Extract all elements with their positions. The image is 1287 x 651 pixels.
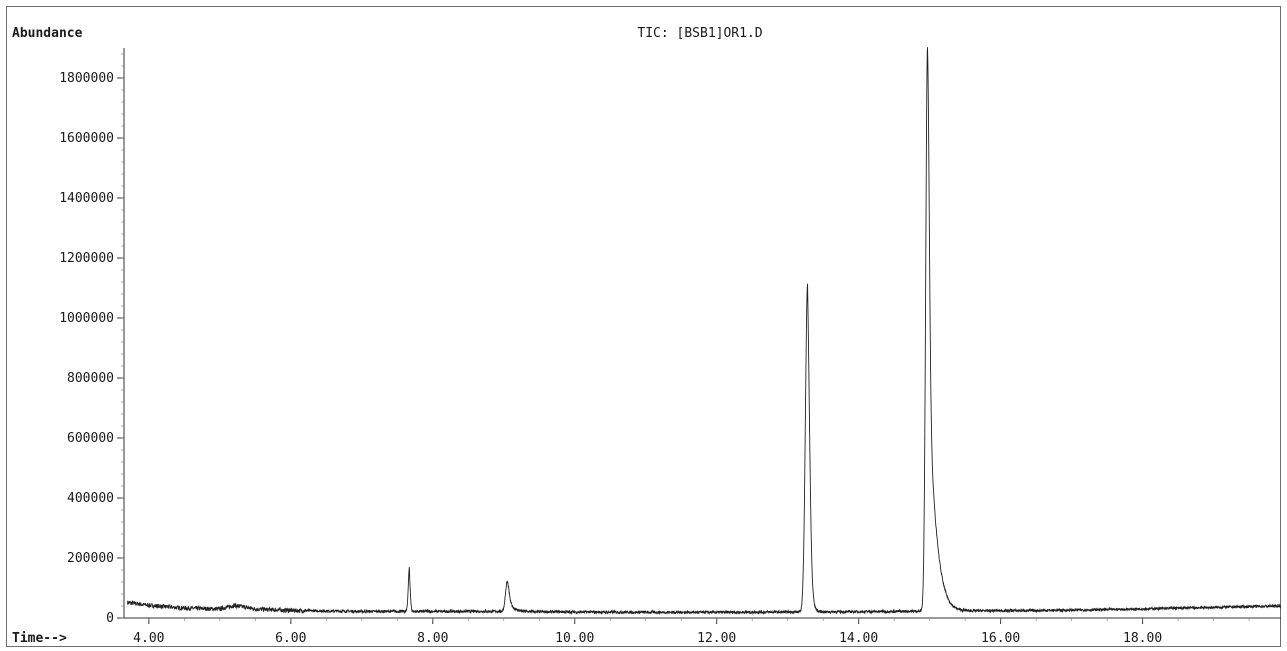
y-axis-ticks: 0 200000 400000 600000 800000 1000000 1200000 1… (59, 53, 124, 626)
x-tick-label: 10.00 (555, 631, 594, 646)
y-tick-label: 1600000 (59, 131, 114, 146)
x-tick-label: 14.00 (839, 631, 878, 646)
x-tick-label: 18.00 (1123, 631, 1162, 646)
x-axis-ticks: 4.00 6.00 8.00 10.00 12.00 14.00 16.00 18.00 (133, 618, 1250, 646)
y-tick-label: 1400000 (59, 191, 114, 206)
y-tick-label: 200000 (67, 551, 114, 566)
x-tick-label: 4.00 (133, 631, 164, 646)
x-tick-label: 16.00 (981, 631, 1020, 646)
y-tick-label: 1000000 (59, 311, 114, 326)
tic-trace (127, 47, 1282, 616)
chromatogram-frame (6, 6, 1281, 647)
peak-markers (408, 46, 928, 582)
x-tick-label: 12.00 (697, 631, 736, 646)
x-tick-label: 8.00 (417, 631, 448, 646)
y-tick-label: 1800000 (59, 71, 114, 86)
y-tick-label: 1200000 (59, 251, 114, 266)
y-tick-label: 400000 (67, 491, 114, 506)
y-tick-label: 0 (106, 611, 114, 626)
y-tick-label: 800000 (67, 371, 114, 386)
y-axis-label: Abundance (12, 26, 83, 41)
x-tick-label: 6.00 (275, 631, 306, 646)
y-tick-label: 600000 (67, 431, 114, 446)
chart-title: TIC: [BSB1]OR1.D (637, 26, 762, 41)
x-axis-label: Time--> (12, 631, 67, 646)
